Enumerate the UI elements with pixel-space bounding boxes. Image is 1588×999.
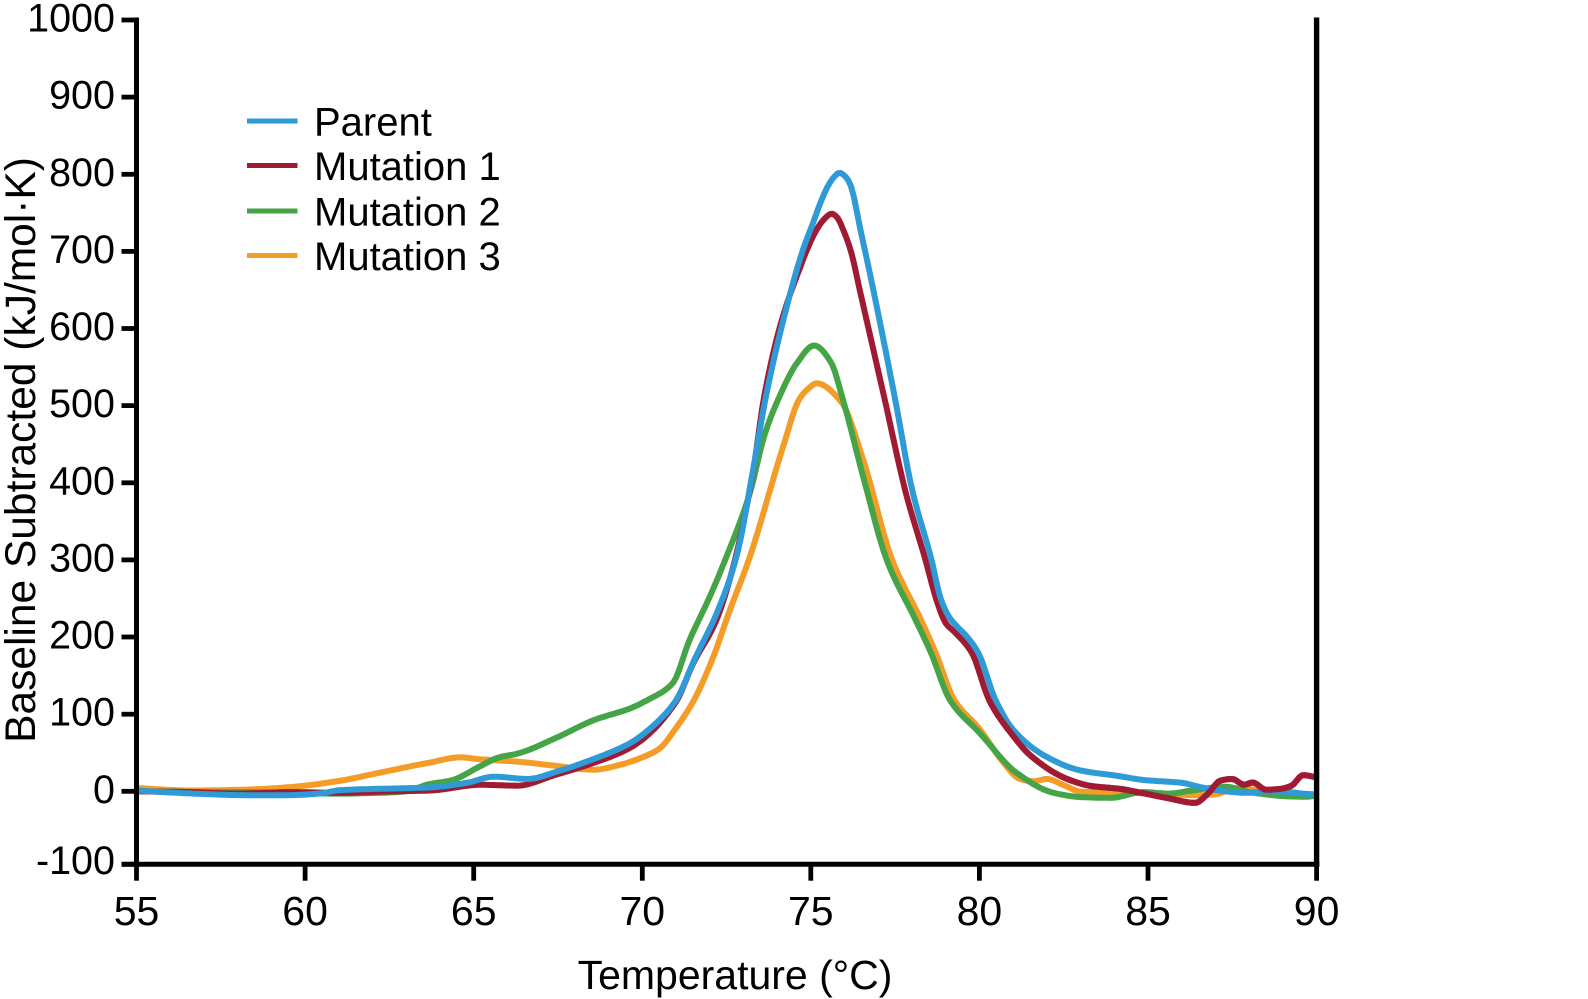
svg-text:500: 500 [49, 382, 115, 426]
svg-text:75: 75 [788, 888, 834, 934]
svg-text:Temperature (°C): Temperature (°C) [578, 952, 893, 998]
svg-text:Parent: Parent [314, 100, 432, 144]
svg-text:55: 55 [114, 888, 160, 934]
svg-text:Baseline Subtracted (kJ/mol·K): Baseline Subtracted (kJ/mol·K) [0, 157, 45, 743]
svg-text:800: 800 [49, 151, 115, 195]
svg-text:Mutation 1: Mutation 1 [314, 145, 501, 189]
svg-text:300: 300 [49, 536, 115, 580]
svg-text:0: 0 [93, 768, 115, 812]
svg-text:Mutation 2: Mutation 2 [314, 190, 501, 234]
svg-text:90: 90 [1294, 888, 1340, 934]
svg-text:70: 70 [619, 888, 665, 934]
svg-text:400: 400 [49, 459, 115, 503]
svg-text:-100: -100 [36, 839, 115, 883]
svg-text:100: 100 [49, 691, 115, 735]
svg-text:200: 200 [49, 614, 115, 658]
svg-text:900: 900 [49, 74, 115, 118]
svg-text:85: 85 [1125, 888, 1171, 934]
svg-text:700: 700 [49, 228, 115, 272]
svg-text:60: 60 [282, 888, 328, 934]
svg-text:1000: 1000 [27, 0, 115, 41]
svg-text:600: 600 [49, 305, 115, 349]
svg-text:80: 80 [957, 888, 1003, 934]
svg-text:Mutation 3: Mutation 3 [314, 235, 501, 279]
svg-text:65: 65 [451, 888, 497, 934]
